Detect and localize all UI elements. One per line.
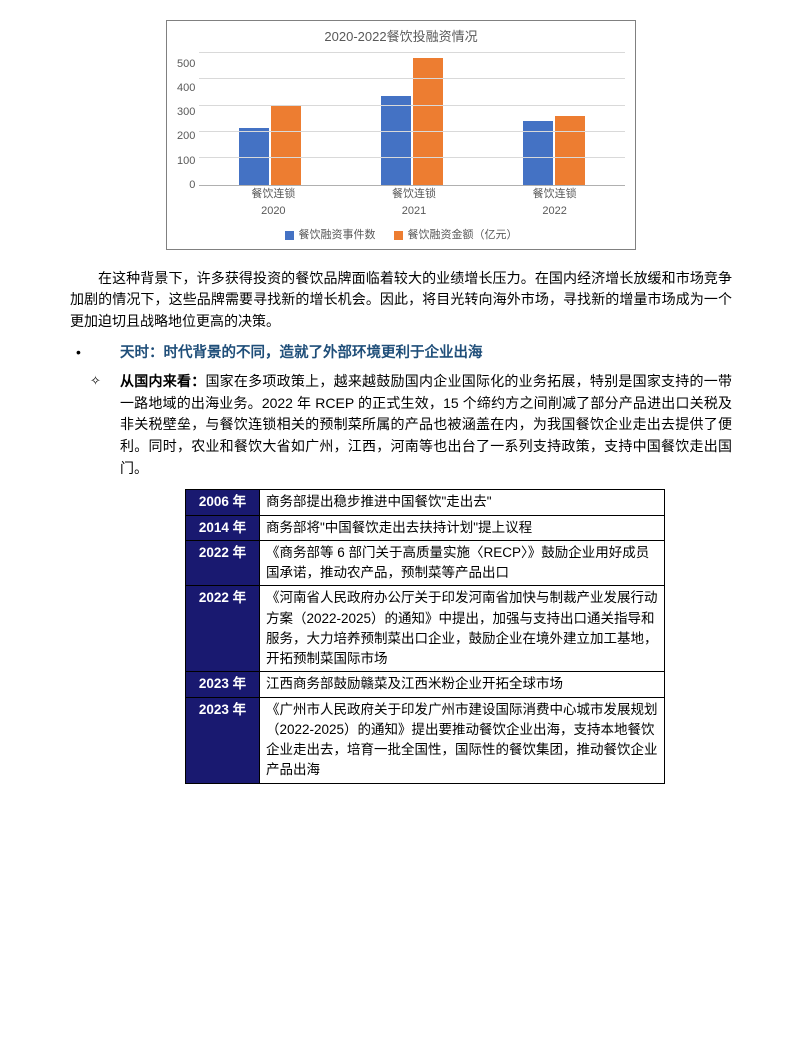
y-tick-label: 500	[177, 59, 195, 70]
legend-label: 餐饮融资事件数	[299, 227, 376, 245]
y-tick-label: 100	[177, 156, 195, 167]
chart-legend: 餐饮融资事件数 餐饮融资金额（亿元）	[177, 227, 625, 245]
chart-y-axis: 5004003002001000	[177, 54, 199, 186]
policy-table: 2006 年商务部提出稳步推进中国餐饮"走出去"2014 年商务部将"中国餐饮走…	[185, 489, 665, 783]
chart-plot-row: 5004003002001000	[177, 54, 625, 186]
table-row: 2023 年江西商务部鼓励赣菜及江西米粉企业开拓全球市场	[186, 672, 665, 697]
gridline	[199, 105, 625, 106]
chart-year-row: 2020 2021 2022	[203, 203, 625, 221]
gridline	[199, 131, 625, 132]
diamond-icon: ✧	[70, 371, 120, 392]
policy-year-cell: 2023 年	[186, 697, 260, 783]
year-label: 2022	[510, 203, 600, 221]
policy-year-cell: 2023 年	[186, 672, 260, 697]
gridline	[199, 157, 625, 158]
y-tick-label: 0	[189, 180, 195, 191]
bullet-icon: •	[70, 341, 120, 363]
table-row: 2022 年《河南省人民政府办公厅关于印发河南省加快与制裁产业发展行动方案（20…	[186, 586, 665, 672]
table-row: 2014 年商务部将"中国餐饮走出去扶持计划"提上议程	[186, 515, 665, 540]
section-heading-row: • 天时：时代背景的不同，造就了外部环境更利于企业出海	[70, 341, 732, 365]
category-label: 餐饮连锁	[369, 186, 459, 204]
gridline	[199, 78, 625, 79]
y-tick-label: 400	[177, 83, 195, 94]
policy-text-cell: 《河南省人民政府办公厅关于印发河南省加快与制裁产业发展行动方案（2022-202…	[260, 586, 665, 672]
year-label: 2020	[228, 203, 318, 221]
subpoint-body: 从国内来看：国家在多项政策上，越来越鼓励国内企业国际化的业务拓展，特别是国家支持…	[120, 371, 732, 479]
legend-label: 餐饮融资金额（亿元）	[408, 227, 518, 245]
policy-text-cell: 商务部将"中国餐饮走出去扶持计划"提上议程	[260, 515, 665, 540]
legend-swatch	[285, 231, 294, 240]
context-paragraph: 在这种背景下，许多获得投资的餐饮品牌面临着较大的业绩增长压力。在国内经济增长放缓…	[70, 268, 732, 333]
policy-year-cell: 2006 年	[186, 490, 260, 515]
chart-plot-area	[199, 54, 625, 186]
year-label: 2021	[369, 203, 459, 221]
y-tick-label: 200	[177, 131, 195, 142]
subpoint-lead: 从国内来看：	[120, 373, 205, 389]
policy-year-cell: 2022 年	[186, 586, 260, 672]
chart-title: 2020-2022餐饮投融资情况	[177, 27, 625, 48]
bar	[271, 106, 301, 185]
policy-year-cell: 2022 年	[186, 540, 260, 586]
table-row: 2006 年商务部提出稳步推进中国餐饮"走出去"	[186, 490, 665, 515]
policy-text-cell: 商务部提出稳步推进中国餐饮"走出去"	[260, 490, 665, 515]
chart-bars	[199, 54, 625, 185]
legend-item: 餐饮融资事件数	[285, 227, 376, 245]
section-heading: 天时：时代背景的不同，造就了外部环境更利于企业出海	[120, 342, 483, 365]
bar-group	[509, 116, 599, 185]
subpoint-row: ✧ 从国内来看：国家在多项政策上，越来越鼓励国内企业国际化的业务拓展，特别是国家…	[70, 371, 732, 479]
bar	[413, 58, 443, 185]
bar-group	[367, 58, 457, 185]
policy-year-cell: 2014 年	[186, 515, 260, 540]
bar-group	[225, 106, 315, 185]
category-label: 餐饮连锁	[228, 186, 318, 204]
policy-text-cell: 《广州市人民政府关于印发广州市建设国际消费中心城市发展规划（2022-2025）…	[260, 697, 665, 783]
legend-item: 餐饮融资金额（亿元）	[394, 227, 518, 245]
subpoint-rest: 国家在多项政策上，越来越鼓励国内企业国际化的业务拓展，特别是国家支持的一带一路地…	[120, 373, 732, 476]
table-row: 2022 年《商务部等 6 部门关于高质量实施〈RECP〉》鼓励企业用好成员国承…	[186, 540, 665, 586]
y-tick-label: 300	[177, 107, 195, 118]
table-row: 2023 年《广州市人民政府关于印发广州市建设国际消费中心城市发展规划（2022…	[186, 697, 665, 783]
financing-chart: 2020-2022餐饮投融资情况 5004003002001000 餐饮连锁餐饮…	[166, 20, 636, 250]
chart-category-row: 餐饮连锁 餐饮连锁 餐饮连锁	[203, 186, 625, 204]
category-label: 餐饮连锁	[510, 186, 600, 204]
gridline	[199, 52, 625, 53]
policy-text-cell: 《商务部等 6 部门关于高质量实施〈RECP〉》鼓励企业用好成员国承诺，推动农产…	[260, 540, 665, 586]
legend-swatch	[394, 231, 403, 240]
bar	[381, 96, 411, 184]
policy-text-cell: 江西商务部鼓励赣菜及江西米粉企业开拓全球市场	[260, 672, 665, 697]
bar	[555, 116, 585, 185]
